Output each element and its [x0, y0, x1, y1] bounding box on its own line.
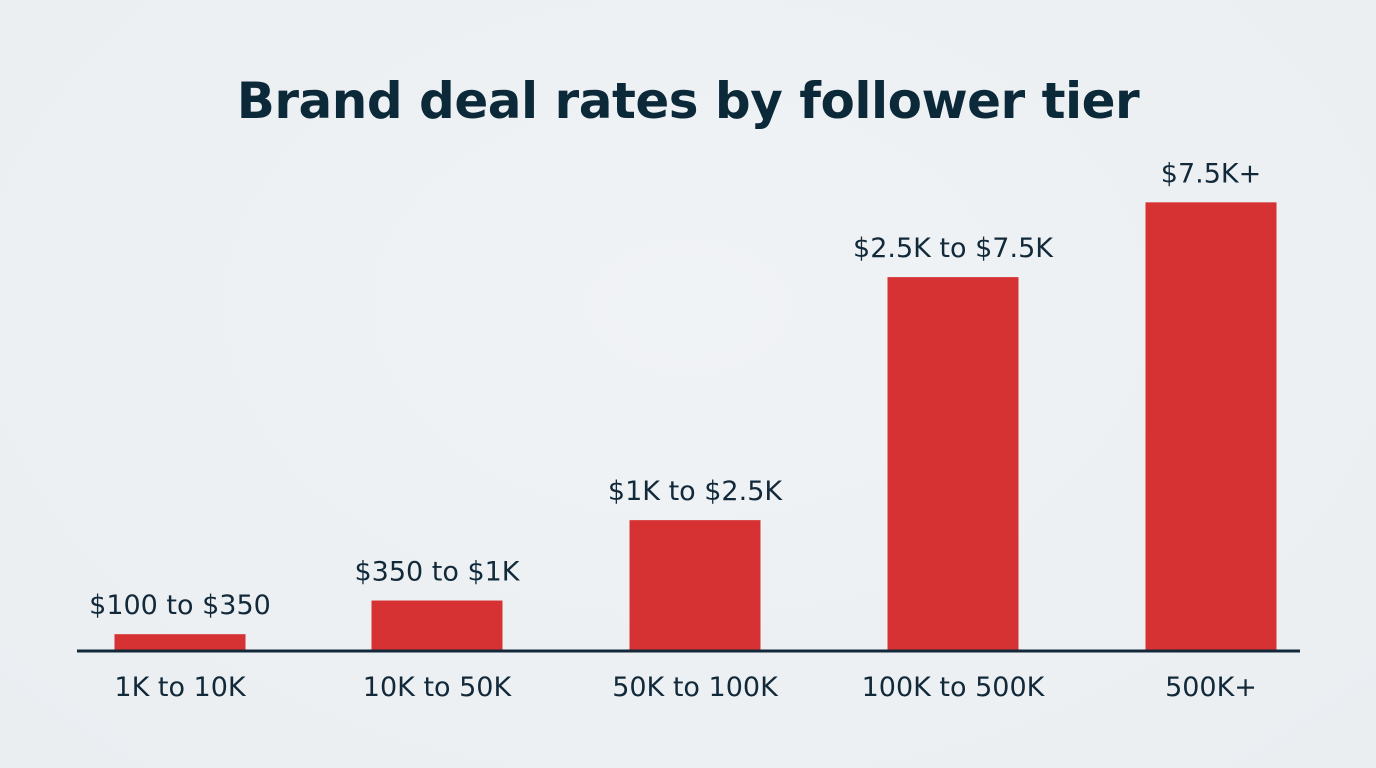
- x-tick-label-3: 50K to 100K: [612, 672, 779, 703]
- x-tick-label-5: 500K+: [1165, 672, 1257, 703]
- bars-group: [114, 202, 1277, 652]
- bar-2: [371, 600, 503, 651]
- bar-value-label-3: $1K to $2.5K: [608, 476, 783, 507]
- bar-3: [629, 520, 761, 651]
- bar-value-label-2: $350 to $1K: [354, 557, 520, 588]
- bar-4: [887, 277, 1019, 651]
- bar-value-label-5: $7.5K+: [1161, 158, 1261, 189]
- x-tick-label-2: 10K to 50K: [363, 672, 513, 703]
- chart-title: Brand deal rates by follower tier: [236, 72, 1140, 130]
- x-tick-labels-group: 1K to 10K 10K to 50K 50K to 100K 100K to 50…: [114, 672, 1257, 703]
- value-labels-group: $100 to $350 $350 to $1K $1K to $2.5K $2.5K…: [89, 158, 1261, 621]
- bar-5: [1145, 202, 1277, 652]
- x-tick-label-4: 100K to 500K: [862, 672, 1046, 703]
- x-tick-label-1: 1K to 10K: [114, 672, 247, 703]
- bar-value-label-1: $100 to $350: [89, 590, 271, 621]
- bar-value-label-4: $2.5K to $7.5K: [853, 233, 1054, 264]
- bar-1: [114, 634, 246, 651]
